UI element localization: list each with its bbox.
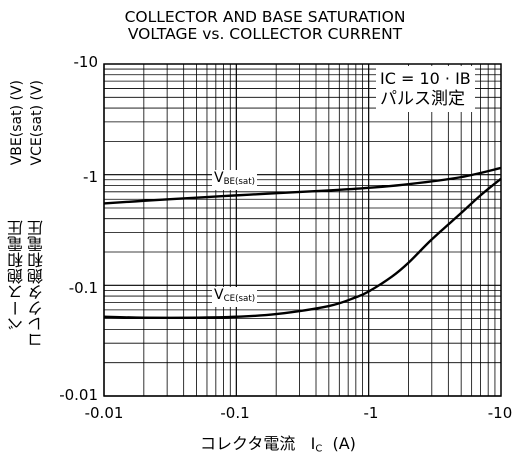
series-label-vbe: VBE(sat) <box>212 170 258 191</box>
y-axis-label-base-jp: ベース飽和電圧 <box>7 220 26 332</box>
y-axis-label: ベース飽和電圧 コレクタ飽和電圧 VBE(sat) (V) VCE(sat) (… <box>7 80 48 370</box>
y-tick-label: -10 <box>73 53 99 71</box>
x-tick-label: -0.01 <box>84 404 124 422</box>
condition-line2: パルス測定 <box>380 89 465 109</box>
y-axis-symbol-vbe: VBE(sat) (V) <box>9 80 25 166</box>
x-axis-label: コレクタ電流 IC (A) <box>200 434 356 459</box>
vbe-sat-curve <box>103 166 502 205</box>
vce-sat-curve <box>103 177 502 320</box>
x-axis-label-jp: コレクタ電流 <box>200 434 296 453</box>
y-axis-symbol-vce: VCE(sat) (V) <box>29 80 45 166</box>
condition-box: IC = 10 · IB パルス測定 <box>376 66 475 112</box>
y-tick-label: -0.1 <box>68 279 98 297</box>
x-axis-unit: (A) <box>332 434 356 453</box>
x-tick-label: -10 <box>487 404 513 422</box>
y-tick-label: -0.01 <box>59 386 98 404</box>
y-axis-label-collector-jp: コレクタ飽和電圧 <box>27 220 46 348</box>
series-label-vce: VCE(sat) <box>212 287 258 308</box>
series-curves <box>103 166 502 320</box>
condition-line1: IC = 10 · IB <box>380 69 471 88</box>
y-tick-label: -1 <box>83 168 98 186</box>
x-tick-label: -0.1 <box>220 404 250 422</box>
chart-title-line2: VOLTAGE vs. COLLECTOR CURRENT <box>127 25 403 43</box>
chart-title-line1: COLLECTOR AND BASE SATURATION <box>124 8 406 26</box>
x-axis-symbol: IC <box>310 434 323 455</box>
plot-frame <box>103 63 502 397</box>
x-tick-label: -1 <box>363 404 379 422</box>
